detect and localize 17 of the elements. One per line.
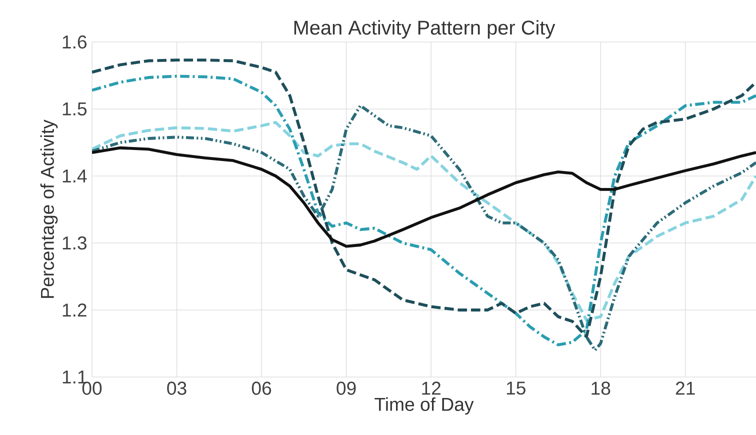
chart-title: Mean Activity Pattern per City <box>294 20 556 39</box>
y-tick-label: 1.6 <box>62 35 86 49</box>
x-tick-label: 09 <box>336 382 356 395</box>
x-tick-label: 21 <box>676 382 695 395</box>
x-tick-label: 06 <box>252 382 272 395</box>
y-tick-label: 1.5 <box>62 102 87 116</box>
y-tick-label: 1.2 <box>62 303 86 316</box>
x-tick-label: 18 <box>592 382 610 395</box>
y-axis-title: Percentage of Activity <box>40 120 58 298</box>
x-tick-label: 00 <box>82 382 102 395</box>
y-tick-label: 1.4 <box>62 170 87 182</box>
x-tick-label: 12 <box>422 382 440 395</box>
x-tick-label: 03 <box>167 382 186 395</box>
x-axis-title: Time of Day <box>374 397 474 415</box>
y-tick-label: 1.3 <box>62 236 86 250</box>
y-tick-label: 1.1 <box>62 370 86 384</box>
x-tick-label: 15 <box>506 382 526 395</box>
